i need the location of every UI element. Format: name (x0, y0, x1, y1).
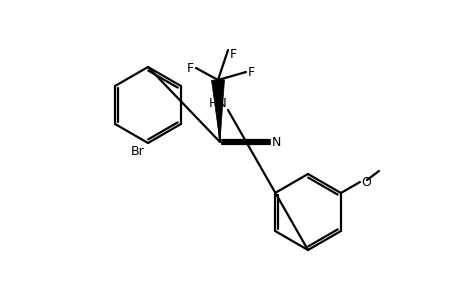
Text: Br: Br (131, 145, 145, 158)
Polygon shape (211, 80, 224, 142)
Text: N: N (271, 136, 281, 148)
Text: F: F (186, 61, 194, 74)
Text: HN: HN (208, 97, 227, 110)
Text: F: F (247, 65, 255, 79)
Text: F: F (230, 48, 236, 61)
Text: O: O (360, 176, 370, 188)
